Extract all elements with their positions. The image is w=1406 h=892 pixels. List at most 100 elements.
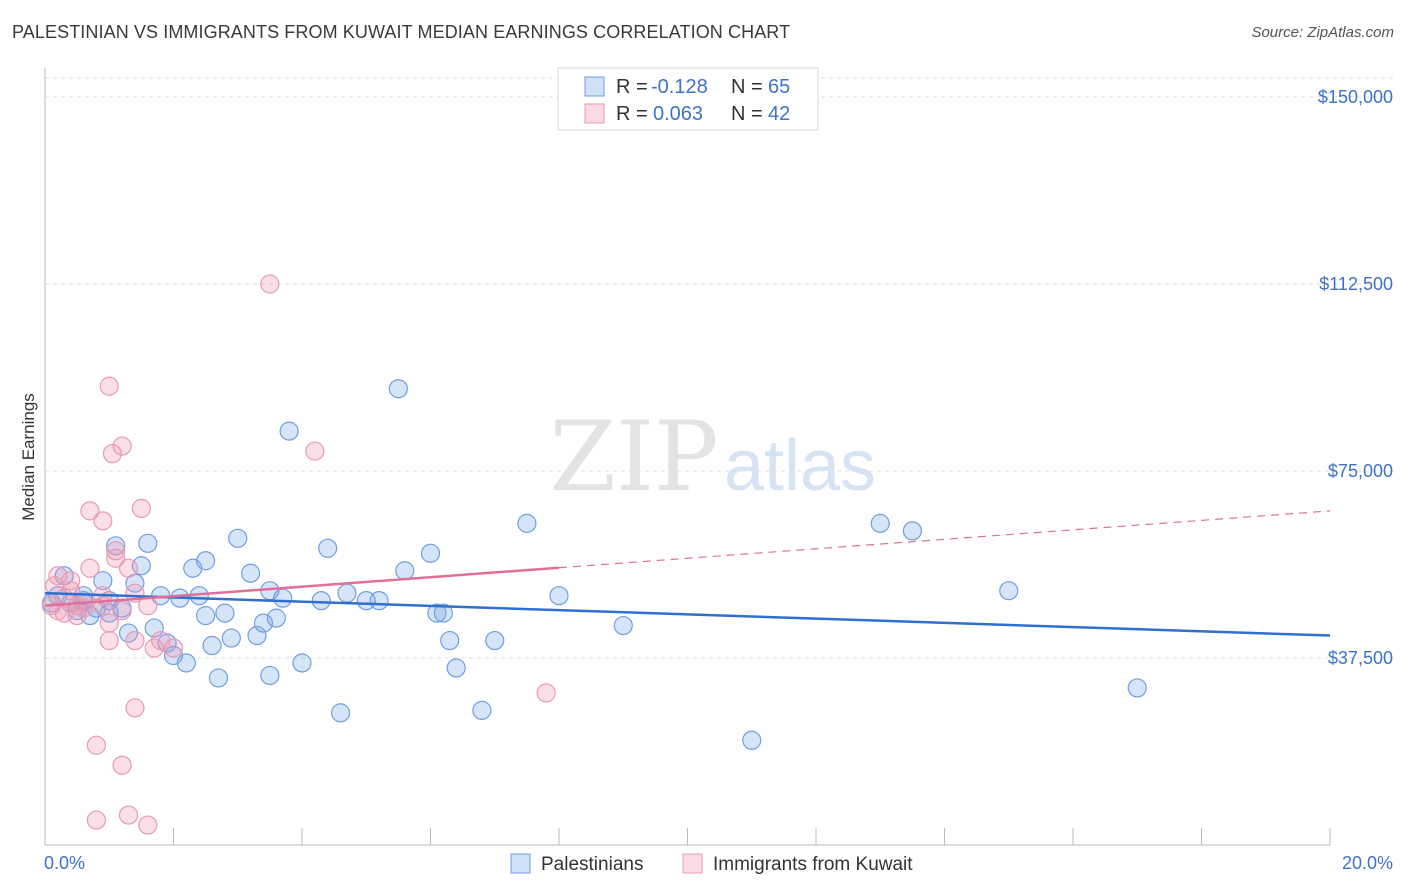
chart-source: Source: ZipAtlas.com — [1251, 24, 1394, 41]
point-palestinians — [420, 543, 441, 563]
point-palestinians — [241, 563, 261, 583]
point-kuwait — [125, 630, 145, 651]
point-palestinians — [260, 665, 280, 686]
point-kuwait — [163, 638, 184, 658]
point-kuwait — [125, 698, 145, 718]
legend-n-label-blue: N = — [731, 76, 763, 98]
legend-n-value-pink: 42 — [768, 103, 790, 125]
point-kuwait — [86, 810, 107, 830]
point-palestinians — [266, 608, 286, 628]
point-palestinians — [870, 513, 890, 533]
point-palestinians — [253, 613, 274, 633]
point-palestinians — [196, 551, 216, 571]
watermark-atlas: atlas — [724, 426, 876, 506]
point-palestinians — [369, 591, 389, 611]
x-tick-labels: 0.0% 20.0% — [44, 853, 1393, 873]
point-kuwait — [305, 441, 325, 461]
data-points — [41, 274, 1147, 835]
series-label-kuwait: Immigrants from Kuwait — [713, 854, 913, 875]
trend-line-palestinians — [44, 591, 1331, 637]
legend-swatch-blue — [584, 76, 605, 97]
point-palestinians — [228, 528, 248, 548]
point-palestinians — [247, 625, 267, 646]
point-kuwait — [99, 376, 119, 396]
point-palestinians — [337, 583, 357, 603]
stats-legend-box — [557, 67, 819, 131]
series-label-palestinians: Palestinians — [541, 854, 643, 875]
point-palestinians — [208, 668, 229, 688]
y-tick-label: $75,000 — [1328, 461, 1393, 481]
watermark-zip: ZIP — [549, 401, 718, 513]
point-kuwait — [67, 606, 87, 626]
trend-line-kuwait-extrapolated — [558, 510, 1331, 569]
legend-swatch-pink — [584, 103, 605, 124]
point-kuwait — [86, 735, 107, 755]
point-kuwait — [106, 541, 126, 561]
point-palestinians — [440, 630, 460, 651]
point-kuwait — [112, 755, 132, 775]
point-kuwait — [80, 558, 100, 578]
point-palestinians — [472, 700, 492, 720]
point-kuwait — [61, 571, 81, 591]
point-kuwait — [112, 436, 132, 456]
y-tick-labels: $37,500 $75,000 $112,500 $150,000 — [1318, 87, 1393, 668]
y-tick-label: $112,500 — [1319, 274, 1393, 294]
point-palestinians — [279, 421, 299, 441]
point-kuwait — [118, 558, 139, 578]
point-palestinians — [93, 571, 113, 591]
point-palestinians — [1127, 678, 1147, 698]
point-palestinians — [221, 628, 241, 648]
point-palestinians — [446, 658, 466, 678]
point-palestinians — [742, 730, 762, 750]
point-kuwait — [138, 815, 158, 835]
axes — [44, 68, 1331, 846]
point-palestinians — [311, 591, 331, 611]
point-palestinians — [318, 538, 338, 558]
point-palestinians — [215, 603, 235, 623]
point-kuwait — [102, 443, 123, 464]
point-palestinians — [549, 586, 569, 606]
trend-line-kuwait — [44, 566, 560, 607]
point-kuwait — [131, 498, 151, 518]
point-palestinians — [517, 513, 537, 533]
point-palestinians — [613, 615, 633, 636]
point-palestinians — [144, 618, 164, 638]
trend-lines — [44, 510, 1331, 637]
point-palestinians — [196, 606, 216, 626]
x-tick-label-min: 0.0% — [44, 853, 85, 873]
series-legend: Palestinians Immigrants from Kuwait — [510, 853, 913, 875]
point-palestinians — [395, 561, 415, 581]
point-kuwait — [144, 638, 164, 658]
point-kuwait — [48, 566, 68, 586]
point-palestinians — [202, 635, 222, 656]
legend-r-label-pink: R = — [616, 103, 648, 125]
point-palestinians — [433, 603, 453, 623]
point-kuwait — [112, 601, 132, 621]
y-tick-label: $37,500 — [1328, 648, 1393, 668]
point-palestinians — [427, 603, 447, 623]
point-palestinians — [118, 623, 139, 643]
point-kuwait — [93, 511, 113, 531]
legend-n-label-pink: N = — [731, 103, 763, 125]
legend-n-value-blue: 65 — [768, 76, 790, 98]
point-kuwait — [80, 501, 100, 521]
point-palestinians — [999, 581, 1019, 601]
point-palestinians — [273, 588, 293, 608]
watermark: ZIP atlas — [549, 401, 876, 513]
point-palestinians — [902, 521, 922, 541]
point-kuwait — [536, 683, 556, 703]
x-tick-label-max: 20.0% — [1342, 853, 1393, 873]
point-palestinians — [292, 653, 312, 673]
y-axis-title: Median Earnings — [19, 393, 38, 521]
series-swatch-palestinians — [510, 853, 531, 874]
stats-legend: R = -0.128 N = 65 R = 0.063 N = 42 — [557, 67, 819, 131]
point-kuwait — [106, 548, 126, 568]
series-swatch-kuwait — [682, 853, 703, 874]
point-palestinians — [485, 630, 505, 651]
point-kuwait — [260, 274, 280, 294]
legend-r-label-blue: R = — [616, 76, 648, 98]
y-tick-label: $150,000 — [1318, 87, 1393, 107]
chart-title: PALESTINIAN VS IMMIGRANTS FROM KUWAIT ME… — [12, 22, 791, 42]
legend-r-value-blue: -0.128 — [651, 76, 708, 98]
